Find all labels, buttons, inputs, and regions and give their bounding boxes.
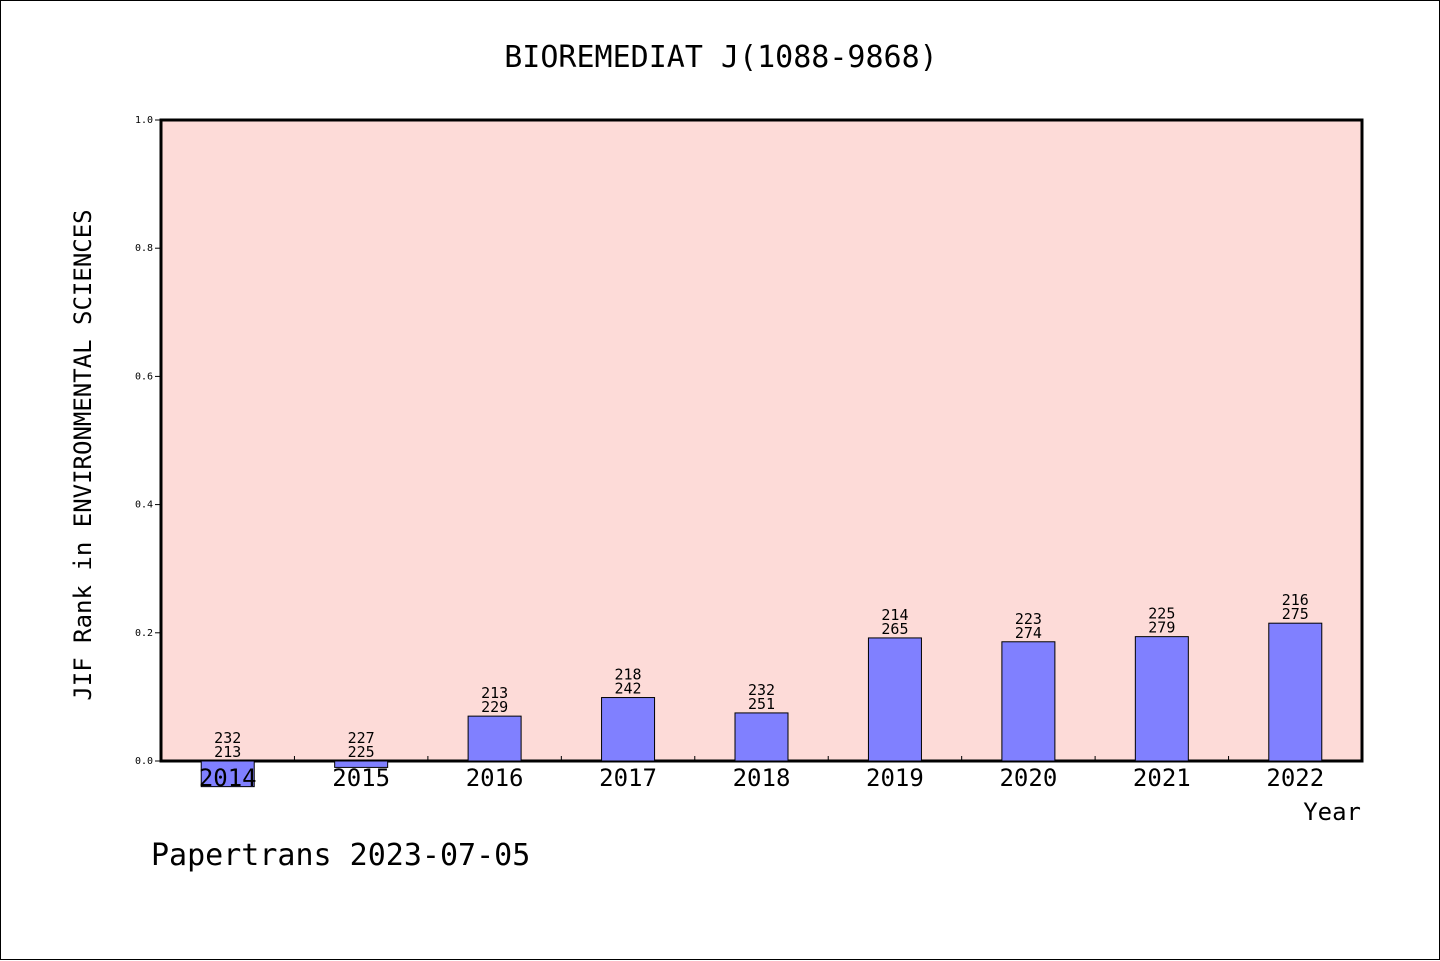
footer-credit: Papertrans 2023-07-05 xyxy=(151,838,530,873)
bar-label-bottom: 242 xyxy=(615,680,642,698)
bar xyxy=(334,760,389,768)
bar-label-bottom: 213 xyxy=(214,743,241,761)
x-tick-label: 2015 xyxy=(332,764,390,792)
x-tick-label: 2018 xyxy=(733,764,791,792)
y-tick-label: 0.6 xyxy=(135,371,153,382)
bars-group xyxy=(200,622,1323,788)
bar-label-top: 214 xyxy=(881,606,908,624)
y-tick-label: 0.0 xyxy=(135,756,153,767)
bar-label-top: 227 xyxy=(348,729,375,747)
x-tick-label: 2014 xyxy=(199,764,257,792)
bar-label-bottom: 229 xyxy=(481,698,508,716)
bar xyxy=(1268,622,1323,762)
bar xyxy=(467,715,522,762)
y-tick-label: 0.2 xyxy=(135,628,153,639)
x-tick-label: 2016 xyxy=(466,764,524,792)
bar xyxy=(734,712,789,762)
bar-label-top: 225 xyxy=(1148,605,1175,623)
x-tick-label: 2021 xyxy=(1133,764,1191,792)
bar-label-bottom: 265 xyxy=(881,620,908,638)
bar-label-top: 213 xyxy=(481,684,508,702)
x-ticks-group: 2014 2015 2016 2017 2018 2019 2020 2021 2022 xyxy=(199,756,1324,792)
bar-label-top: 216 xyxy=(1282,591,1309,609)
x-tick-label: 2019 xyxy=(866,764,924,792)
bar xyxy=(1001,641,1056,762)
bar xyxy=(867,637,922,762)
bar-label-bottom: 251 xyxy=(748,695,775,713)
y-ticks-group: 0.0 0.2 0.4 0.6 0.8 1.0 xyxy=(135,115,161,767)
x-tick-label: 2017 xyxy=(599,764,657,792)
x-tick-label: 2020 xyxy=(999,764,1057,792)
bar-label-bottom: 225 xyxy=(348,743,375,761)
x-axis-label: Year xyxy=(1303,798,1361,826)
bar-label-top: 232 xyxy=(214,729,241,747)
bar xyxy=(1134,636,1189,762)
bar xyxy=(601,697,656,762)
bar-label-top: 223 xyxy=(1015,610,1042,628)
y-axis-label: JIF Rank in ENVIRONMENTAL SCIENCES xyxy=(69,209,97,700)
bar-label-bottom: 279 xyxy=(1148,619,1175,637)
chart-title: BIOREMEDIAT J(1088-9868) xyxy=(504,40,937,75)
bar-label-top: 218 xyxy=(615,666,642,684)
bar-label-bottom: 274 xyxy=(1015,624,1042,642)
y-tick-label: 1.0 xyxy=(135,115,153,126)
bar-label-top: 232 xyxy=(748,681,775,699)
bar xyxy=(200,760,255,788)
y-tick-label: 0.8 xyxy=(135,243,153,254)
bar-label-bottom: 275 xyxy=(1282,605,1309,623)
y-tick-label: 0.4 xyxy=(135,500,153,511)
x-tick-label: 2022 xyxy=(1266,764,1324,792)
